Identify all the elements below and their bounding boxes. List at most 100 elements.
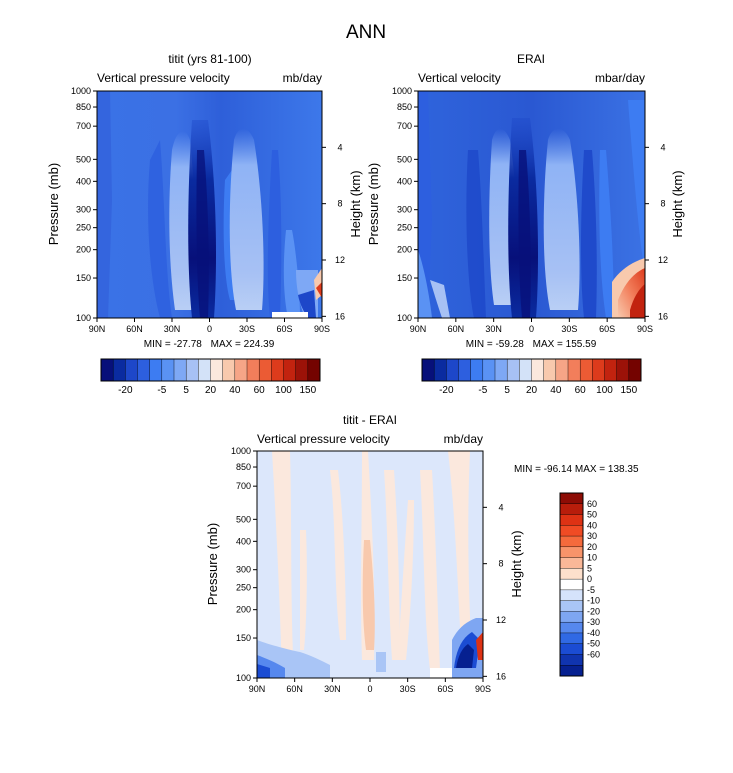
panel-obs: ERAI Vertical velocity mbar/day 100 150 20… [366, 52, 685, 396]
panel-diff: titit - ERAI Vertical pressure velocity … [205, 413, 639, 694]
panel-obs-ytick-label: 300 [397, 205, 412, 215]
colorbar-swatch [579, 358, 593, 382]
panel-obs-xtick-label: 30N [485, 324, 502, 334]
colorbar-swatch [100, 358, 114, 382]
panel-obs-y2label: Height (km) [670, 170, 685, 237]
panel-diff-xtick-label: 30S [400, 684, 416, 694]
panel-model-xtick-label: 0 [207, 324, 212, 334]
panel-model-y2tick-label: 8 [337, 199, 342, 209]
colorbar-swatch [567, 358, 581, 382]
colorbar-swatch [421, 358, 435, 382]
colorbar-frame [421, 358, 642, 382]
colorbar-label: 50 [587, 510, 597, 520]
panel-diff-xtick-label: 90S [475, 684, 491, 694]
colorbar-swatch [161, 358, 175, 382]
colorbar-label: 5 [183, 385, 189, 396]
colorbar-swatch [149, 358, 163, 382]
panel-obs-field [418, 91, 645, 318]
colorbar-label: -5 [587, 585, 595, 595]
colorbar-swatch [198, 358, 211, 382]
panel-obs-colorbar: -20 -5 5 20 40 60 100 150 [421, 358, 642, 396]
panel-model-minmax: MIN = -27.78 MAX = 224.39 [144, 339, 275, 350]
panel-model-xtick-label: 90N [89, 324, 106, 334]
panel-diff-xtick-label: 60S [437, 684, 453, 694]
colorbar-swatch [246, 358, 260, 382]
colorbar-swatch [307, 358, 321, 382]
colorbar-swatch [258, 358, 272, 382]
colorbar-swatch [494, 358, 508, 382]
colorbar-label: 100 [596, 385, 613, 396]
panel-model-ytick-label: 200 [76, 245, 91, 255]
panel-diff-field [257, 451, 483, 678]
panel-obs-ytick-label: 150 [397, 273, 412, 283]
panel-model-axes: 100 150 200 250 300 400 500 700 850 1000 90N 60N 30N… [71, 86, 345, 334]
panel-obs-variable: Vertical velocity [418, 71, 501, 85]
panel-model-y2label: Height (km) [348, 170, 363, 237]
panel-obs-axes: 100 150 200 250 300 400 500 700 850 1000 90N 60N 30N… [392, 86, 668, 334]
panel-obs-ylabel: Pressure (mb) [366, 163, 381, 245]
colorbar-swatch [559, 589, 584, 602]
panel-obs-ytick-label: 850 [397, 102, 412, 112]
panel-diff-ytick-label: 500 [236, 514, 251, 524]
colorbar-swatch [446, 358, 460, 382]
colorbar-label: -20 [587, 606, 600, 616]
colorbar-swatch [185, 358, 199, 382]
panel-diff-ytick-label: 850 [236, 462, 251, 472]
panel-model-y2tick-label: 4 [337, 142, 342, 152]
panel-obs-xtick-label: 0 [529, 324, 534, 334]
panel-model-variable: Vertical pressure velocity [97, 71, 230, 85]
page-title: ANN [346, 22, 386, 43]
colorbar-swatch [222, 358, 236, 382]
colorbar-label: -60 [587, 649, 600, 659]
panel-diff-ylabel: Pressure (mb) [205, 523, 220, 605]
colorbar-swatch [559, 643, 584, 655]
panel-obs-xtick-label: 90N [410, 324, 427, 334]
colorbar-label: 5 [587, 563, 592, 573]
panel-diff-variable: Vertical pressure velocity [257, 432, 390, 446]
colorbar-label: 10 [587, 553, 597, 563]
panel-model-ytick-label: 300 [76, 205, 91, 215]
panel-model-xtick-label: 60N [126, 324, 143, 334]
colorbar-swatch [283, 358, 297, 382]
panel-obs-y2tick-label: 8 [660, 199, 665, 209]
colorbar-swatch [271, 358, 285, 382]
panel-obs-xtick-label: 90S [637, 324, 653, 334]
panel-diff-ytick-label: 1000 [231, 446, 251, 456]
colorbar-swatch [559, 514, 584, 526]
panel-model-ytick-label: 150 [76, 273, 91, 283]
panel-obs-max: MAX = 155.59 [533, 339, 597, 350]
panel-model-xtick-label: 90S [314, 324, 330, 334]
panel-diff-y2tick-label: 16 [496, 671, 506, 681]
panel-model-y2tick-label: 16 [335, 311, 345, 321]
colorbar-swatch [592, 358, 605, 382]
colorbar-label: -50 [587, 639, 600, 649]
panel-model-ylabel: Pressure (mb) [46, 163, 61, 245]
colorbar-swatch [559, 578, 584, 591]
panel-diff-y2tick-label: 4 [498, 502, 503, 512]
panel-model-units: mb/day [283, 71, 322, 85]
panel-obs-xtick-label: 60S [599, 324, 615, 334]
colorbar-label: 150 [299, 385, 316, 396]
panel-model-ytick-label: 100 [76, 313, 91, 323]
panel-obs-min: MIN = -59.28 [466, 339, 525, 350]
colorbar-swatch [519, 358, 532, 382]
panel-diff-minmax: MIN = -96.14 MAX = 138.35 [514, 464, 639, 475]
colorbar-swatch [210, 358, 224, 382]
panel-diff-xtick-label: 30N [324, 684, 341, 694]
panel-diff-y2label: Height (km) [509, 530, 524, 597]
colorbar-label: 30 [587, 531, 597, 541]
panel-diff-ytick-label: 150 [236, 633, 251, 643]
panel-obs-ytick-label: 500 [397, 154, 412, 164]
colorbar-label: 40 [229, 385, 241, 396]
panel-obs-ytick-label: 400 [397, 176, 412, 186]
colorbar-label: 60 [575, 385, 587, 396]
panel-obs-ytick-label: 200 [397, 245, 412, 255]
colorbar-swatch [559, 568, 584, 580]
colorbar-label: -30 [587, 617, 600, 627]
panel-diff-units: mb/day [444, 432, 483, 446]
colorbar-swatch [559, 525, 584, 537]
panel-model-ytick-label: 250 [76, 223, 91, 233]
colorbar-swatch [125, 358, 139, 382]
